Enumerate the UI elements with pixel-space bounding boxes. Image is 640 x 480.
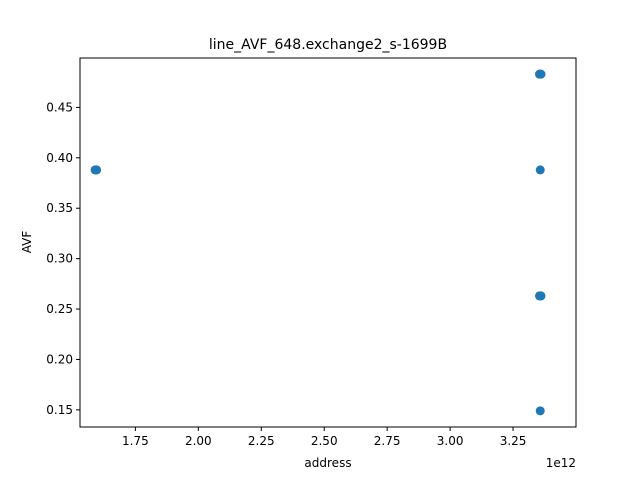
y-tick-label: 0.45 <box>46 100 73 114</box>
x-tick-label: 3.25 <box>500 434 527 448</box>
y-tick-label: 0.40 <box>46 151 73 165</box>
y-tick-label: 0.30 <box>46 252 73 266</box>
x-tick-label: 2.50 <box>311 434 338 448</box>
y-tick-label: 0.25 <box>46 302 73 316</box>
scatter-point-2 <box>92 165 102 175</box>
y-tick-label: 0.35 <box>46 201 73 215</box>
plot-area <box>90 69 546 416</box>
scatter-point-9 <box>536 291 546 301</box>
y-tick-label: 0.20 <box>46 352 73 366</box>
scatter-point-6 <box>535 165 545 175</box>
x-tick-label: 2.25 <box>248 434 275 448</box>
y-axis: 0.15 0.20 0.25 0.30 0.35 0.40 0.45 <box>46 100 80 417</box>
x-axis-label: address <box>304 456 351 470</box>
x-tick-label: 3.00 <box>437 434 464 448</box>
scatter-point-10 <box>535 406 545 416</box>
y-tick-label: 0.15 <box>46 403 73 417</box>
x-offset-label: 1e12 <box>546 456 576 470</box>
y-axis-label: AVF <box>20 231 34 254</box>
x-tick-label: 1.75 <box>122 434 149 448</box>
x-axis: 1.75 2.00 2.25 2.50 2.75 3.00 3.25 <box>122 427 526 448</box>
scatter-point-5 <box>536 69 546 79</box>
x-tick-label: 2.00 <box>185 434 212 448</box>
x-tick-label: 2.75 <box>374 434 401 448</box>
axes-frame <box>79 57 577 428</box>
chart-title: line_AVF_648.exchange2_s-1699B <box>209 37 447 53</box>
